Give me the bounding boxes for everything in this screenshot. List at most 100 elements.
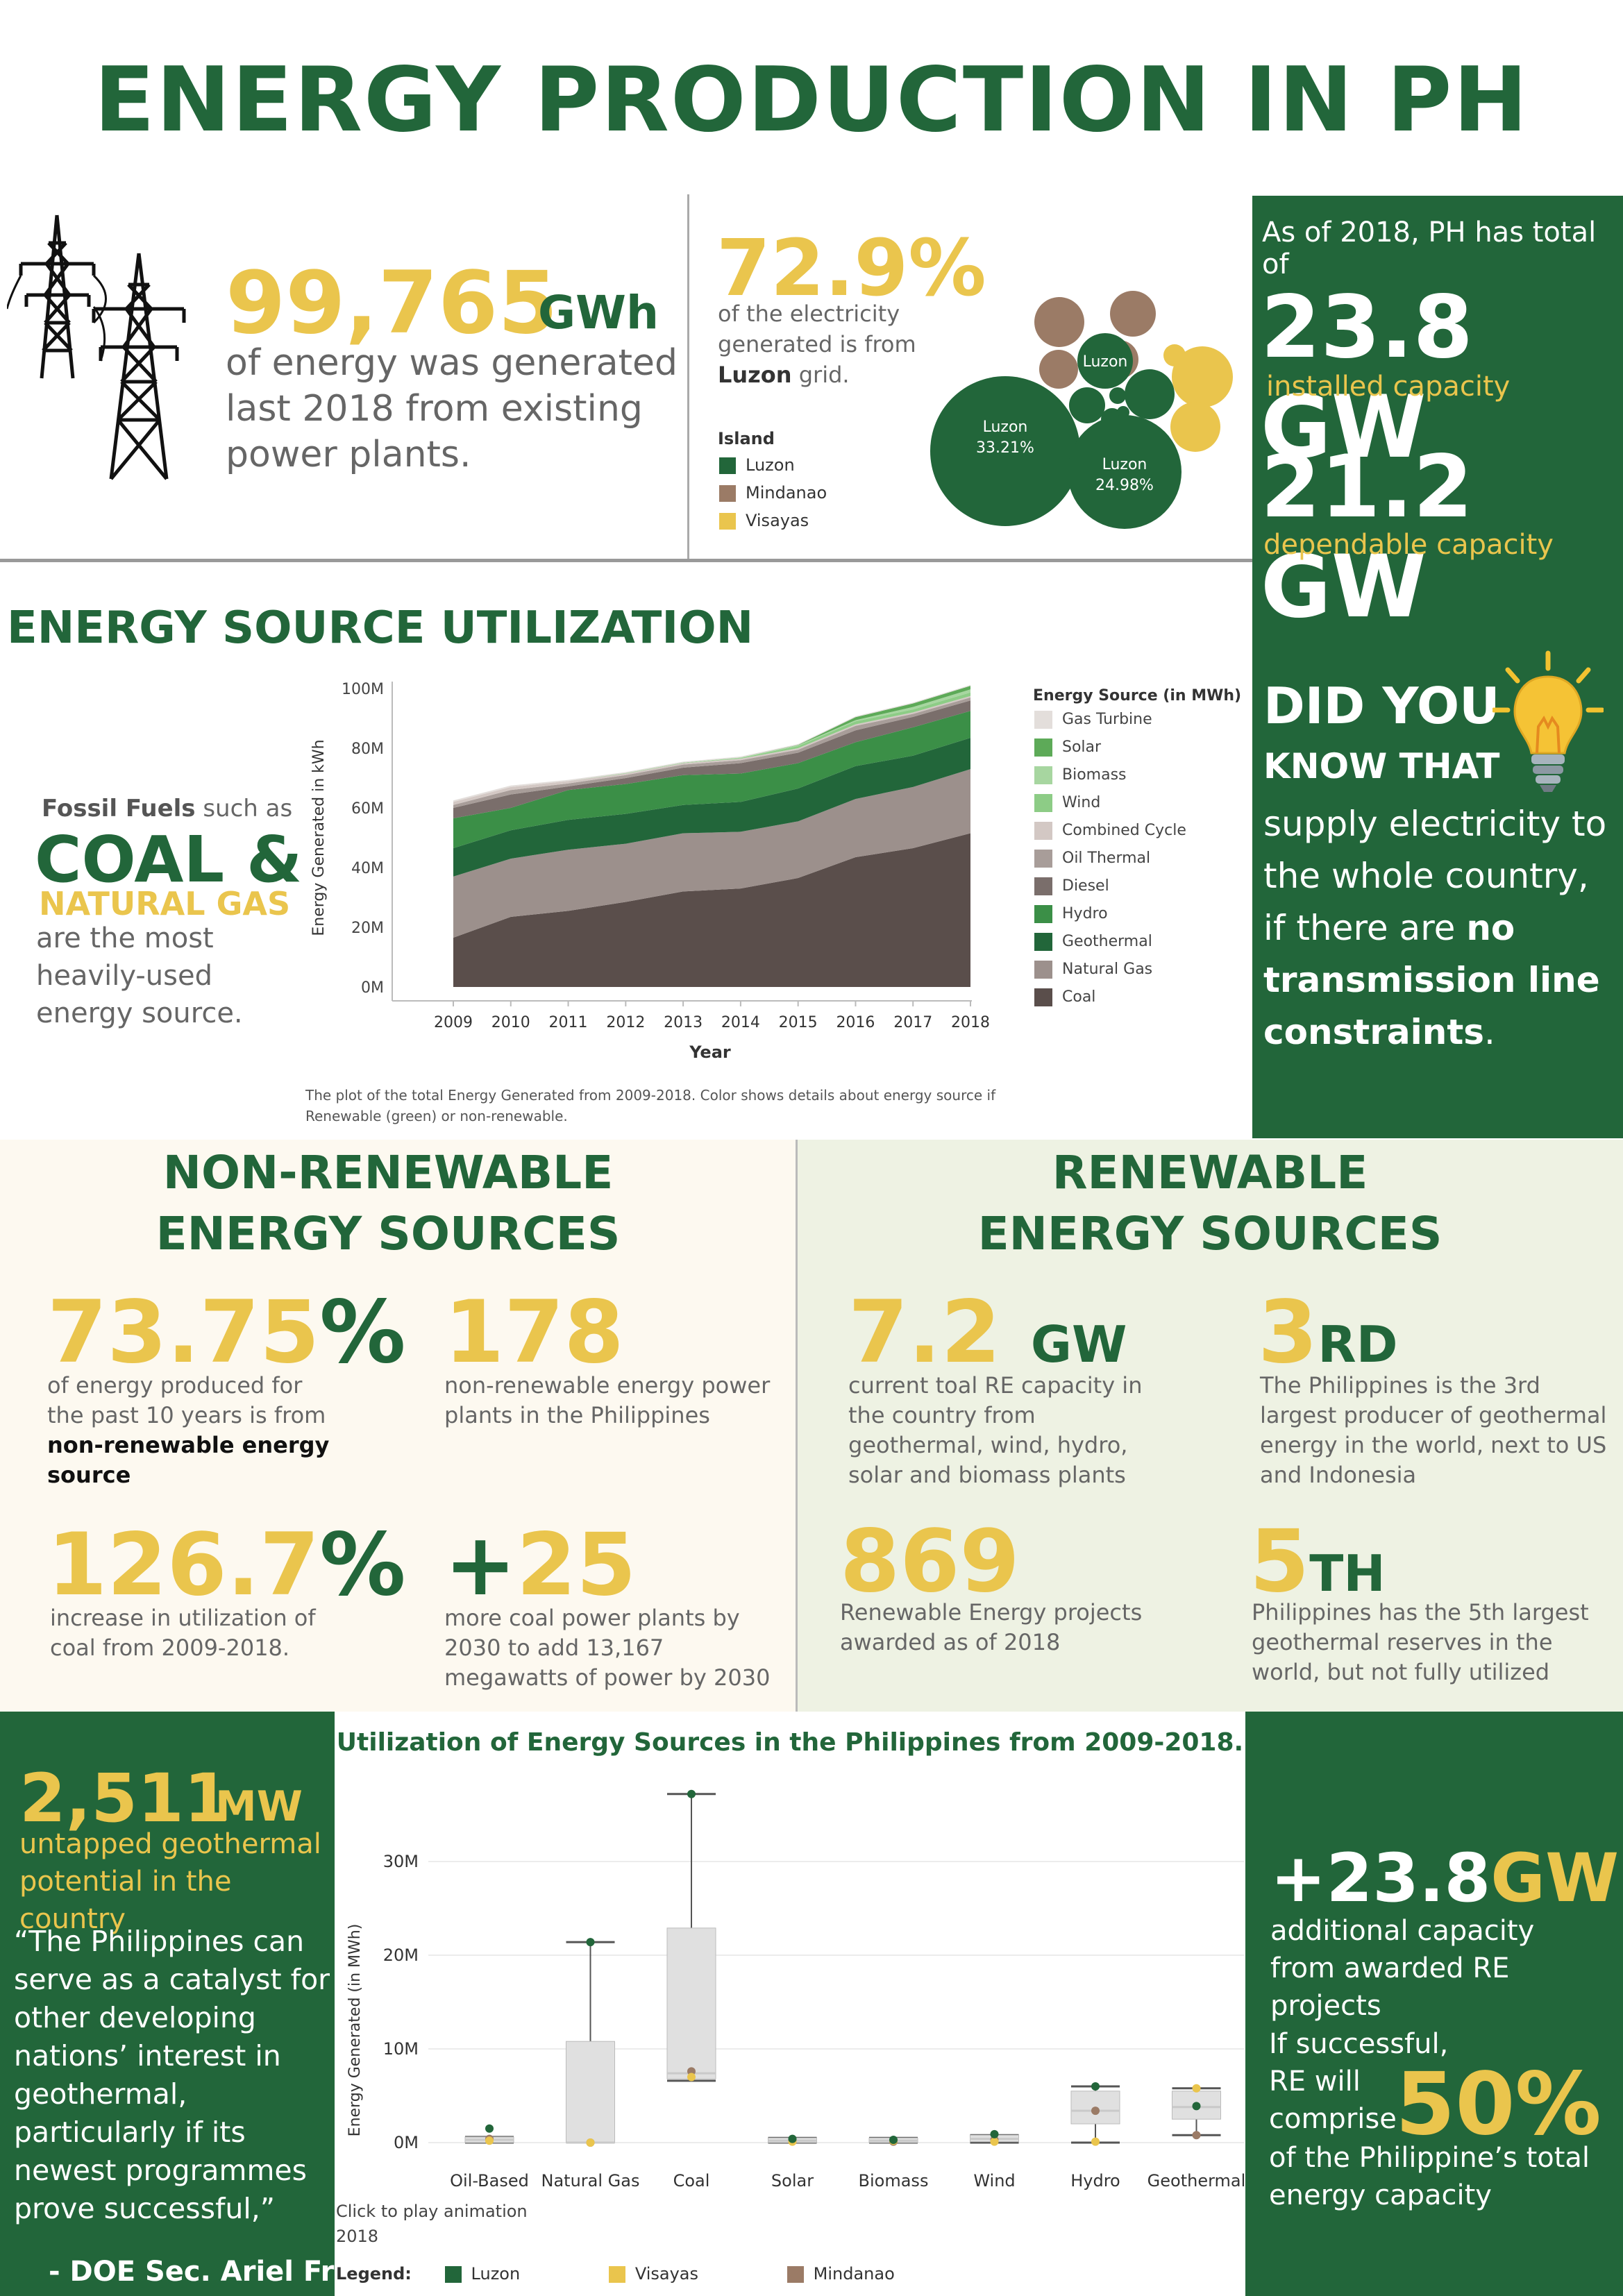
bubble-mindanao[interactable] (1039, 350, 1078, 389)
box-point-luzon[interactable] (687, 1789, 696, 1798)
area-x-tick-label: 2011 (549, 1014, 588, 1031)
bubble-mindanao[interactable] (1034, 297, 1084, 347)
boxplot-legend-luzon[interactable]: Luzon (444, 2264, 520, 2284)
es-legend-item[interactable]: Geothermal (1034, 933, 1152, 951)
es-legend-item[interactable]: Hydro (1034, 905, 1108, 923)
box-point-luzon[interactable] (889, 2135, 898, 2144)
es-legend-swatch (1034, 822, 1052, 840)
es-legend-title: Energy Source (in MWh) (1033, 687, 1242, 704)
renewable-title: RENEWABLE ENERGY SOURCES (977, 1146, 1443, 1260)
area-series-diesel[interactable] (453, 700, 970, 819)
box-point-visayas[interactable] (1091, 2137, 1100, 2146)
es-legend-item[interactable]: Wind (1034, 794, 1100, 812)
luzon-share-desc: of the electricity generated is from Luz… (718, 301, 916, 388)
bubble-luzon-small[interactable] (1077, 333, 1133, 389)
nr-stat4-desc: more coal power plants by 2030 to add 13… (444, 1605, 771, 1691)
es-legend-label: Gas Turbine (1062, 711, 1152, 728)
box-iqr[interactable] (566, 2041, 615, 2143)
area-x-tick-label: 2009 (434, 1014, 473, 1031)
bubble-mindanao[interactable] (1110, 291, 1156, 337)
boxplot-legend-mindanao[interactable]: Mindanao (787, 2264, 895, 2284)
box-iqr[interactable] (666, 1927, 716, 2079)
box-point-luzon[interactable] (1192, 2102, 1201, 2111)
nr-stat2-desc: non-renewable energy power plants in the… (444, 1372, 771, 1428)
es-legend-swatch (1034, 850, 1052, 868)
es-legend-label: Oil Thermal (1062, 850, 1151, 867)
es-legend-item[interactable]: Gas Turbine (1034, 711, 1152, 729)
boxplot-legend-title: Legend: (336, 2264, 412, 2284)
page-title: ENERGY PRODUCTION IN PH (94, 49, 1529, 152)
island-legend-luzon[interactable]: Luzon (719, 455, 795, 475)
re-projects-value: +23.8GW (1270, 1839, 1619, 1917)
es-legend-swatch (1034, 794, 1052, 812)
installed-capacity-label: installed capacity (1266, 371, 1511, 403)
box-point-luzon[interactable] (586, 1938, 595, 1947)
box-point-mindanao[interactable] (1091, 2107, 1100, 2116)
es-legend-swatch (1034, 711, 1052, 729)
did-you-know-line1: DID YOU (1263, 677, 1500, 735)
island-legend-title: Island (718, 429, 775, 448)
energy-total-unit: GWh (538, 286, 659, 339)
area-series-coal[interactable] (453, 833, 970, 987)
nr-stat3-desc: increase in utilization of coal from 200… (50, 1605, 316, 1661)
box-point-mindanao[interactable] (1192, 2131, 1201, 2140)
bubble-luzon[interactable] (1069, 387, 1105, 423)
bubble-visayas[interactable] (1170, 402, 1220, 452)
box-point-visayas[interactable] (687, 2073, 696, 2082)
did-you-know-body: supply electricity to the whole country,… (1263, 804, 1607, 1052)
box-point-visayas[interactable] (586, 2138, 595, 2147)
box-point-visayas[interactable] (485, 2136, 494, 2145)
did-you-know-line2: KNOW THAT (1263, 746, 1500, 786)
es-legend-label: Hydro (1062, 905, 1108, 922)
boxplot-legend-visayas[interactable]: Visayas (608, 2264, 698, 2284)
box-point-luzon[interactable] (485, 2124, 494, 2133)
es-legend-item[interactable]: Natural Gas (1034, 961, 1152, 979)
area-series-natural-gas[interactable] (453, 769, 970, 938)
doe-quote: “The Philippines can serve as a catalyst… (14, 1925, 330, 2225)
box-point-luzon[interactable] (1091, 2082, 1100, 2091)
box-x-tick-label: Coal (673, 2171, 710, 2191)
nr-stat2-value: 178 (444, 1283, 624, 1383)
bubble-luzon[interactable] (1125, 369, 1175, 419)
es-legend-label: Combined Cycle (1062, 822, 1186, 839)
animation-year: 2018 (336, 2227, 379, 2246)
area-series-geothermal[interactable] (453, 737, 970, 877)
energy-total-desc: of energy was generated last 2018 from e… (226, 342, 678, 475)
bubble-luzon-mid[interactable] (1068, 415, 1181, 529)
es-legend-label: Solar (1062, 738, 1102, 756)
area-x-axis-label: Year (689, 1043, 731, 1062)
area-y-tick-label: 40M (351, 860, 384, 877)
es-legend-item[interactable]: Combined Cycle (1034, 822, 1186, 840)
boxplot-title: Utilization of Energy Sources in the Phi… (336, 1728, 1244, 1757)
es-legend-item[interactable]: Oil Thermal (1034, 850, 1150, 868)
es-legend-item[interactable]: Biomass (1034, 766, 1127, 784)
energy-total-value: 99,765 (226, 253, 558, 353)
re-projects-if: If successful, RE will comprise (1269, 2028, 1449, 2135)
area-x-tick-label: 2018 (951, 1014, 990, 1031)
es-legend-item[interactable]: Diesel (1034, 877, 1109, 895)
boxplot-legend: Legend: Luzon Visayas Mindanao (336, 2264, 978, 2284)
area-y-tick-label: 80M (351, 741, 384, 758)
area-y-tick-label: 60M (351, 800, 384, 818)
island-legend-visayas[interactable]: Visayas (719, 511, 809, 530)
re-stat1-value: 7.2 GW (848, 1283, 1127, 1383)
es-legend-label: Natural Gas (1062, 961, 1153, 978)
es-legend-swatch (1034, 877, 1052, 895)
bubble-visayas[interactable] (1172, 346, 1233, 407)
play-animation-label[interactable]: Click to play animation (336, 2202, 528, 2221)
es-legend-item[interactable]: Coal (1034, 988, 1095, 1006)
box-point-visayas[interactable] (1192, 2084, 1201, 2093)
area-x-tick-label: 2014 (721, 1014, 760, 1031)
bubble-luzon-big[interactable] (930, 376, 1080, 526)
bubble-luzon[interactable] (1109, 387, 1126, 404)
box-point-visayas[interactable] (990, 2137, 999, 2146)
island-legend-mindanao[interactable]: Mindanao (719, 483, 827, 503)
box-point-luzon[interactable] (788, 2134, 797, 2143)
area-y-tick-label: 20M (351, 920, 384, 937)
area-series-hydro[interactable] (453, 711, 970, 849)
box-point-luzon[interactable] (990, 2129, 999, 2138)
nr-stat1-value: 73.75% (47, 1283, 406, 1383)
nr-stat3-value: 126.7% (47, 1515, 406, 1615)
es-legend-item[interactable]: Solar (1034, 738, 1101, 757)
dependable-capacity-value: 21.2 GW (1261, 437, 1473, 637)
